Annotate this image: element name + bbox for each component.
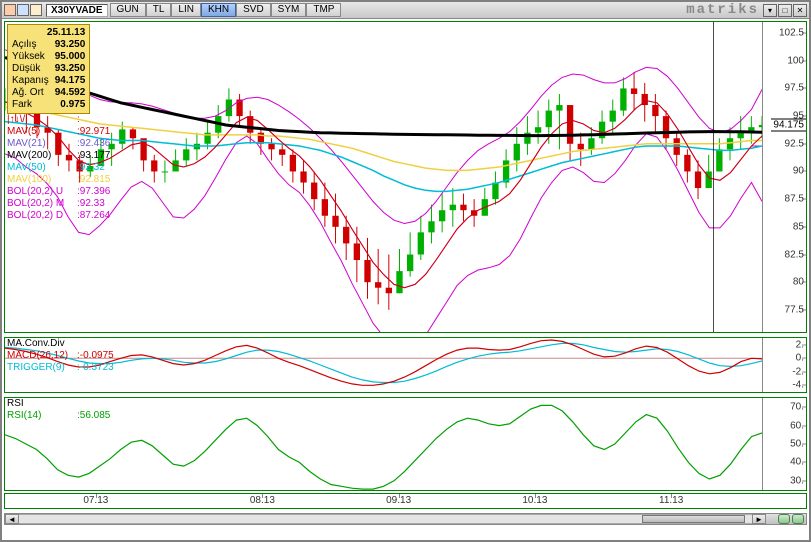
diff-value: 0.975 — [60, 99, 85, 111]
maximize-button[interactable]: □ — [778, 4, 792, 17]
ytick: 70. — [790, 402, 804, 413]
rsi-yaxis: 70. 60. 50. 40. 30. — [762, 398, 806, 490]
date-label: 25.11.13 — [47, 27, 85, 39]
low-value: 93.250 — [55, 63, 86, 75]
ytick: 50. — [790, 439, 804, 450]
x-axis: 07.13 08.13 09.13 10.13 11.13 — [4, 493, 807, 509]
close-button[interactable]: ✕ — [793, 4, 807, 17]
ytick: 77.5 — [785, 304, 804, 315]
ytick: -4. — [792, 380, 804, 391]
tb-icon[interactable] — [17, 4, 29, 16]
tab-gun[interactable]: GUN — [110, 3, 146, 17]
macd-pane[interactable]: 2.0.-2.-4. MA.Conv.DivMACD(26,12):-0.097… — [4, 337, 807, 393]
close-label: Kapanış — [12, 75, 49, 87]
tab-svd[interactable]: SVD — [236, 3, 271, 17]
chart-area: 102.510097.59592.59087.58582.58077.594.1… — [2, 19, 809, 523]
xaxis-label: 11.13 — [659, 495, 683, 506]
scroll-right-button[interactable]: ► — [752, 514, 766, 524]
price-yaxis: 102.510097.59592.59087.58582.58077.594.1… — [762, 22, 806, 332]
ytick: 80 — [793, 277, 804, 288]
high-value: 95.000 — [55, 51, 86, 63]
tab-lin[interactable]: LIN — [171, 3, 201, 17]
scroll-thumb[interactable] — [642, 515, 745, 523]
ytick: 2. — [796, 339, 804, 350]
reset-icon[interactable] — [792, 514, 804, 524]
xaxis-label: 09.13 — [386, 495, 411, 506]
window-controls: ▾□✕ — [763, 4, 809, 17]
toolbar: X30YVADE GUNTLLINKHNSVDSYMTMP matriks ▾□… — [2, 2, 809, 19]
scrollbar[interactable]: ◄ ► — [4, 513, 807, 525]
tabs: GUNTLLINKHNSVDSYMTMP — [110, 3, 342, 17]
ytick: 60. — [790, 420, 804, 431]
ytick: 85 — [793, 221, 804, 232]
rsi-pane[interactable]: 70.60.50.40.30. RSIRSI(14):56.085 — [4, 397, 807, 491]
open-value: 93.250 — [55, 39, 86, 51]
ytick: 87.5 — [785, 194, 804, 205]
ohlc-box: 25.11.13 Açılış 93.250 Yüksek 95.000 Düşük… — [7, 24, 90, 114]
wavg-label: Ağ. Ort — [12, 87, 44, 99]
diff-label: Fark — [12, 99, 32, 111]
open-label: Açılış — [12, 39, 36, 51]
scroll-track[interactable] — [19, 514, 752, 524]
ytick: 30. — [790, 475, 804, 486]
ytick: -2. — [792, 366, 804, 377]
wavg-value: 94.592 — [55, 87, 86, 99]
tb-icon[interactable] — [30, 4, 42, 16]
xaxis-label: 08.13 — [250, 495, 275, 506]
ytick: 82.5 — [785, 249, 804, 260]
ytick: 102.5 — [779, 28, 804, 39]
price-pane[interactable]: 102.510097.59592.59087.58582.58077.594.1… — [4, 21, 807, 333]
tb-icon[interactable] — [4, 4, 16, 16]
refresh-icon[interactable] — [778, 514, 790, 524]
ytick: 0. — [796, 353, 804, 364]
ytick: 40. — [790, 457, 804, 468]
ytick: 97.5 — [785, 83, 804, 94]
price-marker: 94.175 — [771, 119, 806, 132]
minimize-button[interactable]: ▾ — [763, 4, 777, 17]
xaxis-label: 10.13 — [522, 495, 547, 506]
ytick: 90 — [793, 166, 804, 177]
toolbar-icons — [2, 4, 44, 16]
tab-tl[interactable]: TL — [146, 3, 172, 17]
tab-sym[interactable]: SYM — [271, 3, 307, 17]
ytick: 92.5 — [785, 138, 804, 149]
macd-yaxis: 2. 0. -2. -4. — [762, 338, 806, 392]
high-label: Yüksek — [12, 51, 45, 63]
brand-label: matriks — [686, 2, 763, 18]
scroll-left-button[interactable]: ◄ — [5, 514, 19, 524]
symbol-box[interactable]: X30YVADE — [46, 4, 108, 17]
xaxis-label: 07.13 — [83, 495, 108, 506]
close-value: 94.175 — [55, 75, 86, 87]
tab-khn[interactable]: KHN — [201, 3, 236, 17]
ytick: 100 — [787, 55, 804, 66]
low-label: Düşük — [12, 63, 40, 75]
tab-tmp[interactable]: TMP — [306, 3, 341, 17]
